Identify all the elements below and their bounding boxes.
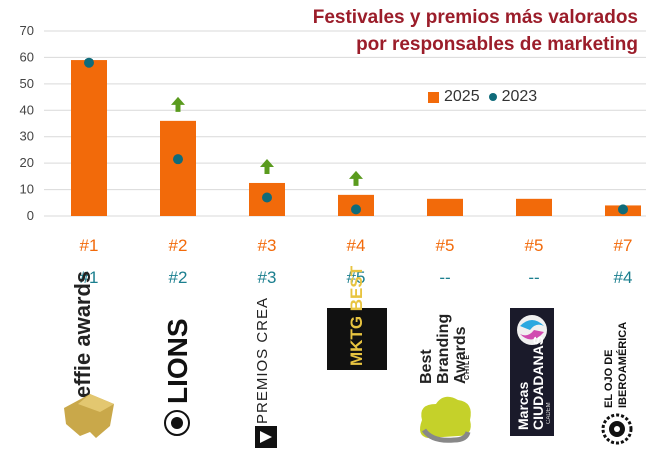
y-axis-ticks: 0 10 20 30 40 50 60 70 <box>20 23 34 223</box>
legend-label-2025: 2025 <box>444 88 480 105</box>
ojo-logo-text: EL OJO DE IBEROAMÉRICA <box>603 321 629 408</box>
rank-2025-2: #2 <box>168 236 188 255</box>
up-arrow-icon <box>171 96 185 112</box>
dots-2023 <box>84 57 628 215</box>
lion-head-icon <box>164 410 190 436</box>
y-tick-label: 10 <box>20 182 34 197</box>
el-ojo-logo: EL OJO DE IBEROAMÉRICA <box>598 310 640 450</box>
rank-2023-6: -- <box>528 268 540 287</box>
legend-label-2023: 2023 <box>501 88 538 105</box>
dot-2023 <box>262 192 272 203</box>
rank-2023-1: #1 <box>79 268 99 287</box>
legend: 2025 2023 <box>428 88 537 106</box>
marcas-swirl-icon <box>517 315 547 345</box>
rank-2025-7: #7 <box>613 236 633 255</box>
bar-2025 <box>71 60 107 217</box>
premios-crea-logo: PREMIOS CREA <box>252 296 282 450</box>
branding-logo-subtext: CHILE <box>464 354 471 380</box>
legend-swatch-2025 <box>428 91 439 103</box>
mktg-logo-text: MKTG BEST <box>347 265 366 366</box>
y-tick-label: 70 <box>20 23 34 38</box>
crea-mark-icon <box>255 426 277 448</box>
effie-awards-logo: effie awards <box>60 271 120 448</box>
chart-title-line-2: por responsables de marketing <box>356 34 638 55</box>
y-tick-label: 20 <box>20 155 34 170</box>
rank-2025-3: #3 <box>257 236 277 255</box>
lions-logo: LIONS <box>158 310 198 440</box>
dot-2023 <box>618 204 628 215</box>
rank-2025-6: #5 <box>524 236 544 255</box>
crea-logo-text: PREMIOS CREA <box>254 296 271 424</box>
dot-2023 <box>351 204 361 215</box>
bar-2025 <box>427 198 463 216</box>
marcas-logo-text: Marcas CIUDADANAS <box>515 335 546 430</box>
mktg-best-logo: MKTG BEST <box>327 265 387 370</box>
y-tick-label: 30 <box>20 129 34 144</box>
legend-swatch-2023 <box>488 93 497 101</box>
branding-cloud-icon <box>420 396 471 443</box>
eye-icon <box>601 413 633 445</box>
up-arrow-icon <box>349 170 363 186</box>
best-branding-awards-logo: Best Branding Awards CHILE <box>412 310 478 445</box>
chart-title-line-1: Festivales y premios más valorados <box>312 7 638 28</box>
gridlines <box>44 30 646 217</box>
dot-2023 <box>84 57 94 68</box>
chart-title: Festivales y premios más valorados por r… <box>313 4 638 58</box>
rank-2025-5: #5 <box>435 236 455 255</box>
bar-2025 <box>516 198 552 216</box>
dot-2023 <box>173 154 183 165</box>
y-tick-label: 50 <box>20 76 34 91</box>
branding-logo-text: Best Branding Awards <box>418 313 469 384</box>
y-tick-label: 0 <box>27 208 34 223</box>
rank-2023-3: #3 <box>257 268 277 287</box>
bar-chart: 0 10 20 30 40 50 60 70 <box>20 23 646 223</box>
y-tick-label: 60 <box>20 49 34 64</box>
bar-2025 <box>160 120 196 216</box>
bars-2025 <box>71 60 641 217</box>
effie-trophy-icon <box>64 394 114 438</box>
rank-2023-2: #2 <box>168 268 188 287</box>
marcas-logo-subtext: CADEM <box>546 402 552 424</box>
rank-2025-1: #1 <box>79 236 99 255</box>
rank-2023-4: #5 <box>346 268 366 287</box>
up-arrow-icon <box>260 158 274 174</box>
increase-arrows <box>171 96 363 186</box>
lions-logo-text: LIONS <box>162 318 193 404</box>
rank-2025-4: #4 <box>346 236 366 255</box>
marcas-ciudadanas-logo: Marcas CIUDADANAS CADEM <box>510 308 554 436</box>
rank-2023-5: -- <box>439 268 451 287</box>
y-tick-label: 40 <box>20 102 34 117</box>
rank-2023-7: #4 <box>613 268 633 287</box>
